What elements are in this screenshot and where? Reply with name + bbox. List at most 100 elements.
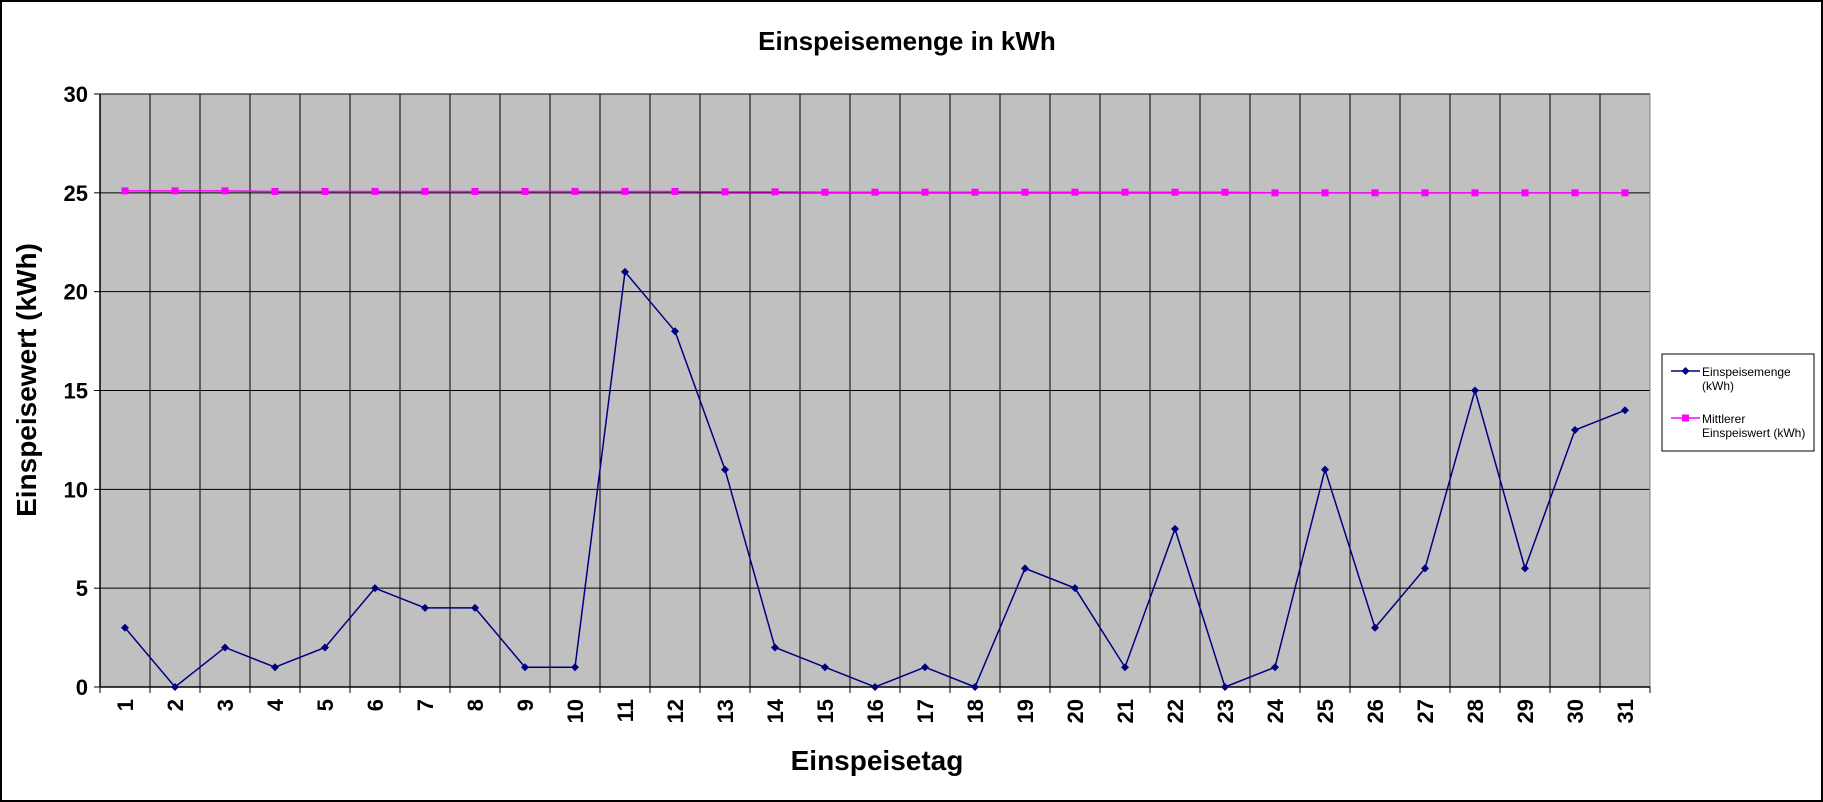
x-tick-label: 24	[1263, 698, 1288, 723]
data-point	[771, 188, 779, 196]
x-tick-label: 19	[1013, 699, 1038, 723]
data-point	[421, 603, 429, 612]
series-0	[121, 267, 1629, 691]
data-point	[921, 663, 929, 672]
data-point	[1171, 188, 1179, 196]
data-point	[1521, 564, 1529, 573]
legend-label-mittlerer-line1: Mittlerer	[1702, 412, 1745, 426]
x-tick-label: 30	[1563, 699, 1588, 723]
data-point	[921, 188, 929, 196]
y-tick-label: 20	[64, 280, 88, 305]
data-point	[471, 187, 479, 195]
data-point	[521, 187, 529, 195]
x-tick-label: 5	[313, 699, 338, 711]
data-point	[1371, 623, 1379, 632]
legend-item-mittlerer: Mittlerer Einspeiswert (kWh)	[1671, 412, 1805, 440]
data-point	[1171, 524, 1179, 533]
data-point	[621, 187, 629, 195]
grid-lines	[100, 93, 1651, 687]
legend-item-einspeisemenge: Einspeisemenge (kWh)	[1671, 365, 1794, 393]
y-tick-label: 0	[76, 675, 88, 700]
x-tick-label: 4	[263, 698, 288, 711]
x-tick-label: 28	[1463, 699, 1488, 723]
data-point	[1271, 663, 1279, 672]
x-tick-label: 21	[1113, 699, 1138, 723]
data-point	[871, 188, 879, 196]
data-point	[1621, 189, 1629, 197]
x-tick-label: 10	[563, 699, 588, 723]
series	[121, 187, 1629, 691]
x-tick-label: 25	[1313, 699, 1338, 723]
x-tick-label: 16	[863, 699, 888, 723]
x-tick-label: 20	[1063, 699, 1088, 723]
data-point	[621, 267, 629, 276]
x-tick-label: 12	[663, 699, 688, 723]
data-point	[221, 187, 229, 195]
y-tick-label: 25	[64, 181, 88, 206]
legend-label-einspeisemenge: Einspeisemenge (kWh)	[1702, 365, 1794, 393]
x-tick-label: 15	[813, 699, 838, 723]
data-point	[1471, 189, 1479, 197]
y-tick-label: 30	[64, 82, 88, 107]
y-tick-label: 5	[76, 576, 88, 601]
data-point	[171, 683, 179, 691]
data-point	[721, 465, 729, 474]
data-point	[1221, 683, 1229, 691]
data-point	[1421, 189, 1429, 197]
x-tick-label: 31	[1613, 699, 1638, 723]
data-point	[321, 643, 329, 652]
legend-label-einspeisemenge-line1: Einspeisemenge	[1702, 365, 1791, 379]
data-point	[771, 643, 779, 652]
x-tick-label: 17	[913, 699, 938, 723]
legend-label-mittlerer-line2: Einspeiswert (kWh)	[1702, 426, 1805, 440]
data-point	[271, 663, 279, 672]
data-point	[1421, 564, 1429, 573]
data-point	[1521, 189, 1529, 197]
data-point	[121, 187, 129, 195]
data-point	[321, 187, 329, 195]
x-tick-label: 14	[763, 698, 788, 723]
x-tick-label: 18	[963, 699, 988, 723]
data-point	[821, 663, 829, 672]
data-point	[1321, 189, 1329, 197]
y-tick-label: 15	[64, 379, 88, 404]
data-point	[1121, 188, 1129, 196]
x-tick-label: 7	[413, 699, 438, 711]
x-tick-label: 27	[1413, 699, 1438, 723]
data-point	[271, 187, 279, 195]
data-point	[171, 187, 179, 195]
legend-marker-einspeisemenge	[1681, 367, 1690, 375]
data-point	[1621, 406, 1629, 415]
legend: Einspeisemenge (kWh) Mittlerer Einspeisw…	[1661, 353, 1815, 452]
data-point	[571, 663, 579, 672]
x-tick-label: 3	[213, 699, 238, 711]
x-axis-label: Einspeisetag	[791, 745, 964, 776]
data-point	[971, 188, 979, 196]
x-tick-label: 23	[1213, 699, 1238, 723]
legend-label-mittlerer: Mittlerer Einspeiswert (kWh)	[1702, 412, 1805, 440]
data-point	[1121, 663, 1129, 672]
legend-marker-mittlerer	[1682, 414, 1689, 422]
data-point	[121, 623, 129, 632]
data-point	[521, 663, 529, 672]
data-point	[871, 683, 879, 691]
series-1	[121, 187, 1629, 197]
data-point	[471, 603, 479, 612]
data-point	[821, 188, 829, 196]
data-point	[421, 187, 429, 195]
x-tick-label: 9	[513, 699, 538, 711]
data-point	[371, 187, 379, 195]
x-tick-label: 2	[163, 699, 188, 711]
x-tick-label: 13	[713, 699, 738, 723]
data-point	[221, 643, 229, 652]
x-tick-label: 1	[113, 699, 138, 711]
data-point	[1271, 189, 1279, 197]
data-point	[1321, 465, 1329, 474]
data-point	[671, 327, 679, 336]
data-point	[1371, 189, 1379, 197]
x-tick-label: 26	[1363, 699, 1388, 723]
data-point	[1471, 386, 1479, 395]
data-point	[1221, 188, 1229, 196]
data-point	[1021, 564, 1029, 573]
